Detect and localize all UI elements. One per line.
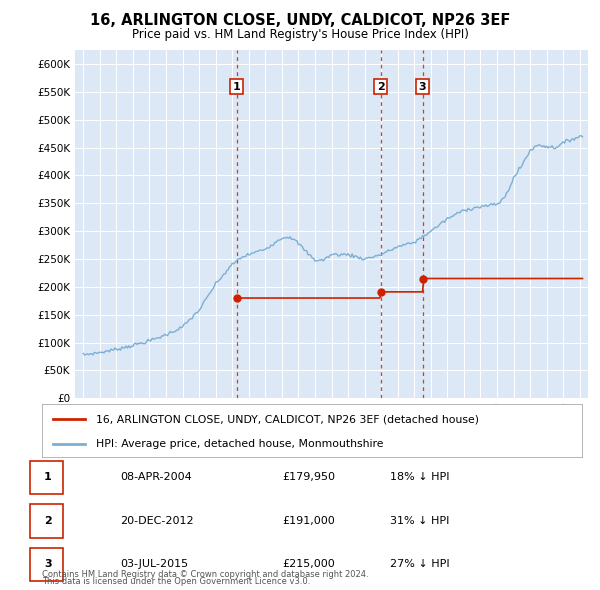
Text: This data is licensed under the Open Government Licence v3.0.: This data is licensed under the Open Gov… (42, 578, 310, 586)
Text: 16, ARLINGTON CLOSE, UNDY, CALDICOT, NP26 3EF: 16, ARLINGTON CLOSE, UNDY, CALDICOT, NP2… (90, 13, 510, 28)
Text: 1: 1 (44, 472, 52, 482)
Text: 3: 3 (419, 81, 427, 91)
Text: 31% ↓ HPI: 31% ↓ HPI (390, 516, 449, 526)
Text: Contains HM Land Registry data © Crown copyright and database right 2024.: Contains HM Land Registry data © Crown c… (42, 571, 368, 579)
Text: £215,000: £215,000 (282, 559, 335, 569)
Text: 18% ↓ HPI: 18% ↓ HPI (390, 472, 449, 482)
Text: 03-JUL-2015: 03-JUL-2015 (120, 559, 188, 569)
Text: 16, ARLINGTON CLOSE, UNDY, CALDICOT, NP26 3EF (detached house): 16, ARLINGTON CLOSE, UNDY, CALDICOT, NP2… (96, 414, 479, 424)
Text: HPI: Average price, detached house, Monmouthshire: HPI: Average price, detached house, Monm… (96, 439, 383, 449)
Text: 20-DEC-2012: 20-DEC-2012 (120, 516, 194, 526)
Text: Price paid vs. HM Land Registry's House Price Index (HPI): Price paid vs. HM Land Registry's House … (131, 28, 469, 41)
Text: 27% ↓ HPI: 27% ↓ HPI (390, 559, 449, 569)
Text: 1: 1 (233, 81, 241, 91)
Text: 3: 3 (44, 559, 52, 569)
Text: 08-APR-2004: 08-APR-2004 (120, 472, 192, 482)
Text: £191,000: £191,000 (282, 516, 335, 526)
Text: 2: 2 (44, 516, 52, 526)
Text: 2: 2 (377, 81, 385, 91)
Text: £179,950: £179,950 (282, 472, 335, 482)
